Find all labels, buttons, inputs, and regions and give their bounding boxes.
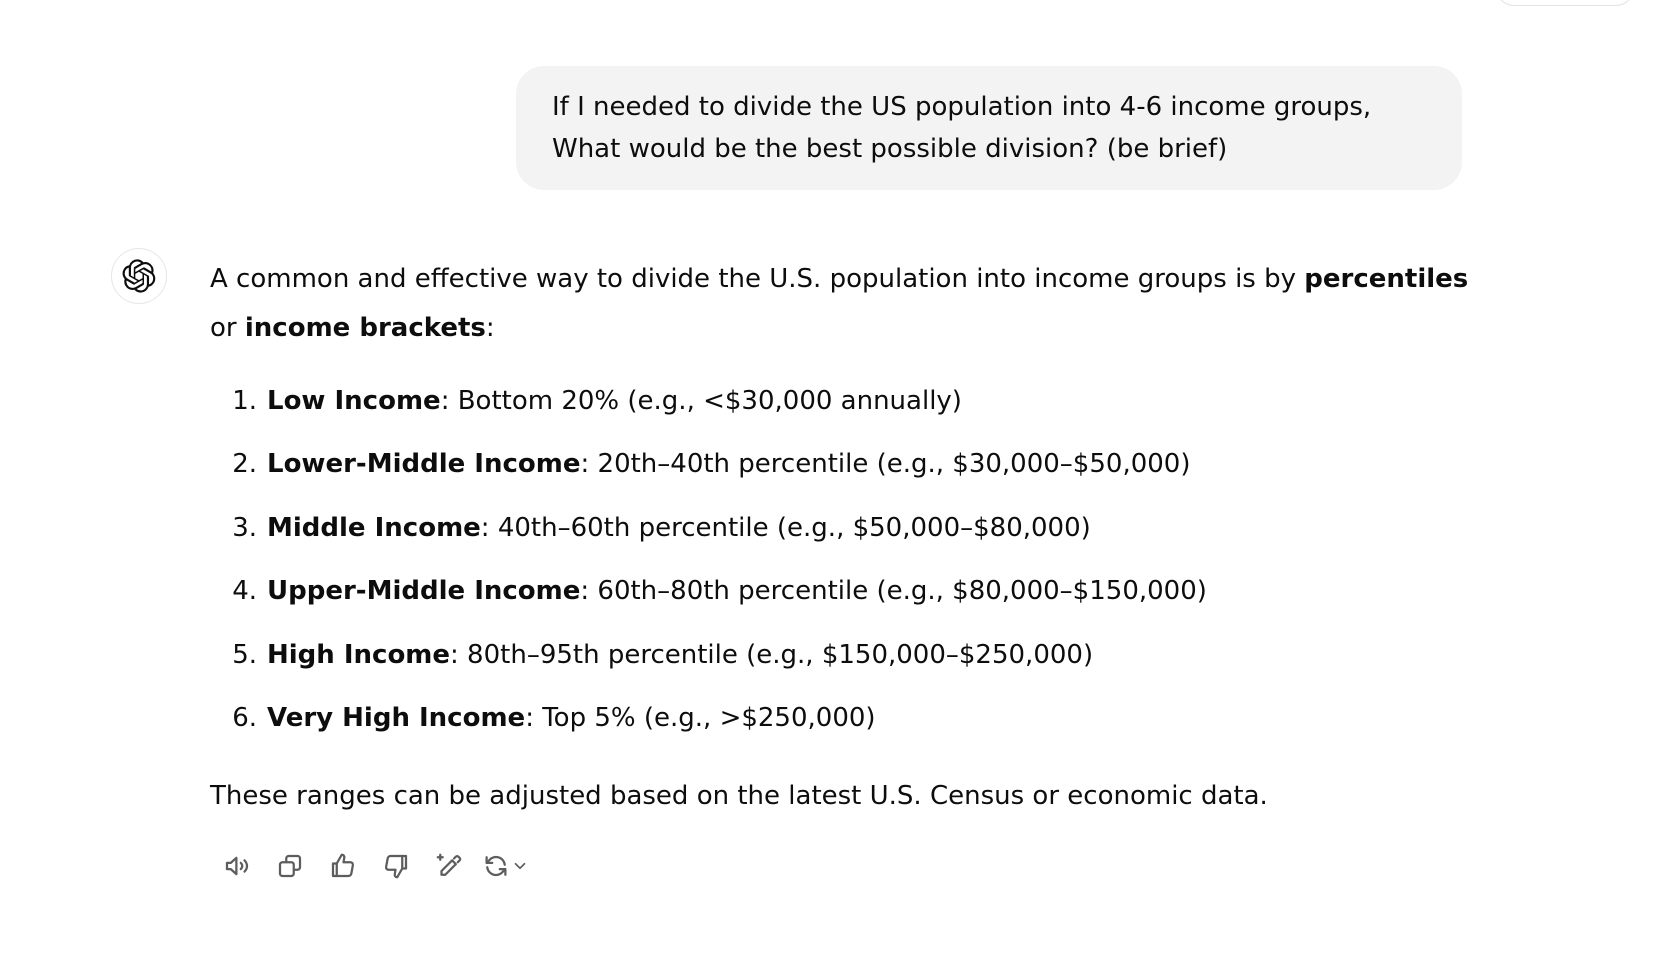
list-item: 2. Lower-Middle Income: 20th–40th percen… [210, 433, 1470, 497]
regenerate-icon [485, 855, 507, 877]
top-right-button-partial[interactable] [1496, 0, 1634, 6]
good-response-button[interactable] [316, 846, 369, 886]
user-message-text: If I needed to divide the US population … [552, 92, 1372, 164]
list-item-desc: : 40th–60th percentile (e.g., $50,000–$8… [480, 512, 1091, 543]
intro-text-or: or [210, 313, 245, 343]
intro-colon: : [485, 313, 495, 343]
list-item-title: Upper-Middle Income [267, 576, 581, 607]
list-item-title: High Income [267, 639, 451, 670]
list-item: 6. Very High Income: Top 5% (e.g., >$250… [210, 687, 1470, 751]
list-item-number: 1. [232, 385, 257, 416]
list-item: 5. High Income: 80th–95th percentile (e.… [210, 623, 1470, 687]
list-item-title: Low Income [267, 385, 441, 416]
list-item-number: 4. [232, 576, 257, 607]
user-message-bubble: If I needed to divide the US population … [516, 66, 1462, 190]
assistant-intro: A common and effective way to divide the… [210, 255, 1470, 353]
list-item: 3. Middle Income: 40th–60th percentile (… [210, 496, 1470, 560]
edit-canvas-icon [436, 853, 461, 876]
list-item-desc: : 60th–80th percentile (e.g., $80,000–$1… [580, 576, 1207, 607]
speaker-icon [225, 856, 248, 876]
list-item: 4. Upper-Middle Income: 60th–80th percen… [210, 560, 1470, 624]
list-item-number: 6. [232, 703, 257, 734]
list-item-title: Very High Income [267, 703, 526, 734]
assistant-outro: These ranges can be adjusted based on th… [210, 781, 1268, 811]
thumbs-up-icon [331, 853, 354, 878]
list-item-number: 2. [232, 449, 257, 480]
edit-in-canvas-button[interactable] [422, 846, 475, 886]
copy-icon [278, 854, 301, 878]
thumbs-down-icon [384, 854, 407, 879]
list-item-number: 5. [232, 639, 257, 670]
intro-bold-percentiles: percentiles [1304, 264, 1469, 294]
list-item-desc: : Top 5% (e.g., >$250,000) [525, 703, 876, 734]
list-item-desc: : Bottom 20% (e.g., <$30,000 annually) [440, 385, 962, 416]
intro-bold-brackets: income brackets [244, 313, 486, 343]
bad-response-button[interactable] [369, 846, 422, 886]
list-item-title: Lower-Middle Income [267, 449, 581, 480]
assistant-message: A common and effective way to divide the… [210, 255, 1470, 821]
regenerate-button[interactable] [475, 846, 537, 886]
list-item-title: Middle Income [267, 512, 481, 543]
list-item-number: 3. [232, 512, 257, 543]
read-aloud-button[interactable] [210, 846, 263, 886]
list-item-desc: : 20th–40th percentile (e.g., $30,000–$5… [580, 449, 1191, 480]
list-item-desc: : 80th–95th percentile (e.g., $150,000–$… [450, 639, 1094, 670]
message-actions [210, 846, 537, 886]
openai-logo-icon [122, 259, 156, 293]
list-item: 1. Low Income: Bottom 20% (e.g., <$30,00… [210, 369, 1470, 433]
income-groups-list: 1. Low Income: Bottom 20% (e.g., <$30,00… [210, 369, 1470, 750]
chevron-down-icon [514, 862, 526, 870]
intro-text: A common and effective way to divide the… [210, 264, 1305, 294]
copy-button[interactable] [263, 846, 316, 886]
assistant-avatar [111, 248, 167, 304]
